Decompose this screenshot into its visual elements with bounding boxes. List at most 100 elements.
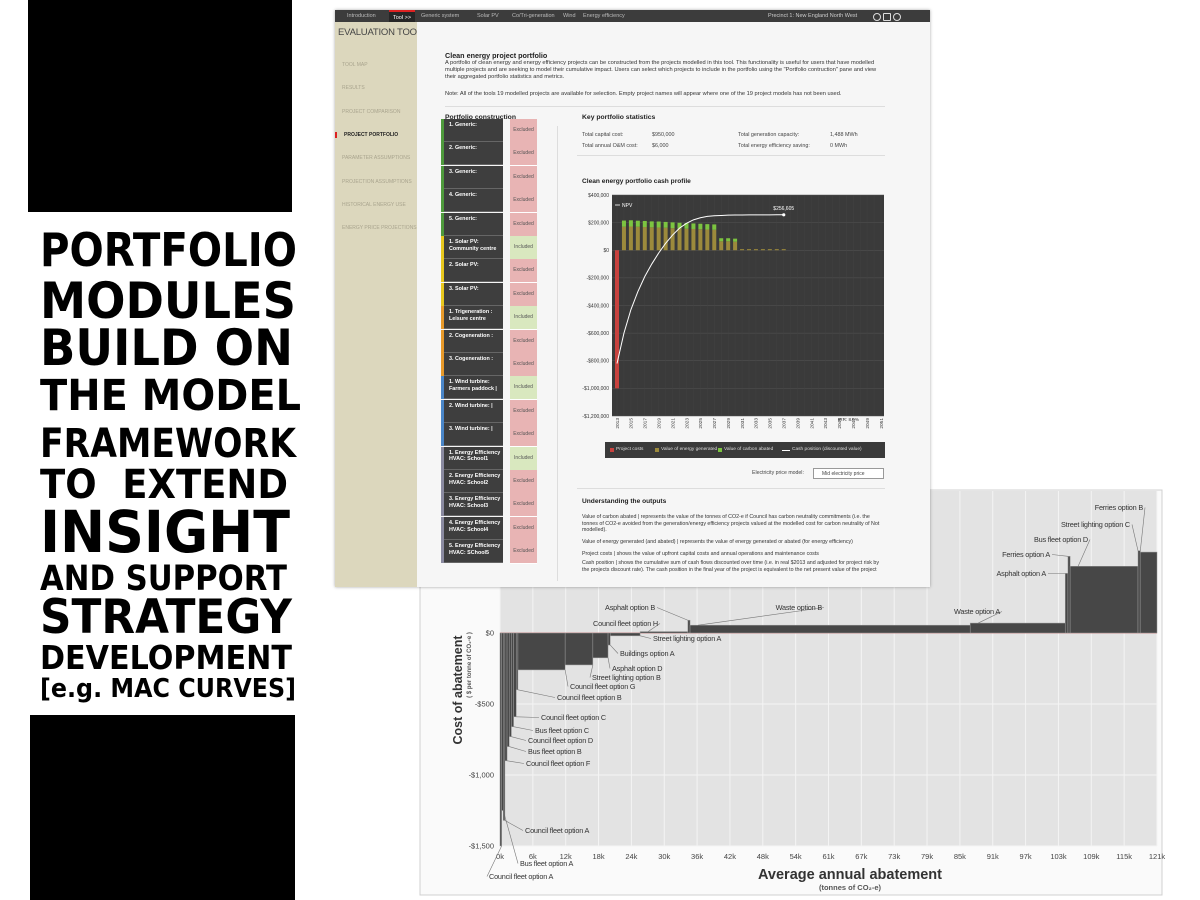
y-axis-subtitle: ( $ per tonne of CO₂-e ) <box>467 632 473 698</box>
x-tick-label: 48k <box>757 852 769 861</box>
project-status[interactable]: Excluded <box>510 516 537 541</box>
precinct-label: Precinct 1: New England North West <box>768 13 858 19</box>
nav-tab[interactable]: Wind <box>563 13 576 19</box>
project-status[interactable]: Excluded <box>510 142 537 167</box>
project-status[interactable]: Excluded <box>510 493 537 518</box>
price-model-label: Electricity price model: <box>752 470 804 476</box>
project-status[interactable]: Included <box>510 376 537 401</box>
sidebar-title: EVALUATION TOOL <box>338 27 422 38</box>
leader-line <box>647 623 661 632</box>
x-tick-label: 2039 <box>795 418 801 429</box>
y-tick-label: -$1,200,000 <box>582 414 609 420</box>
project-status[interactable]: Excluded <box>510 212 537 237</box>
bar-label: Ferries option B <box>1095 503 1144 512</box>
leader-line <box>1139 507 1146 553</box>
project-status[interactable]: Excluded <box>510 282 537 307</box>
project-status[interactable]: Excluded <box>510 259 537 284</box>
bar <box>635 226 640 251</box>
y-tick-label: -$600,000 <box>586 331 609 337</box>
bar-label: Council fleet option D <box>528 736 593 745</box>
heading: Clean energy project portfolio <box>445 51 548 60</box>
bar-label: Street lighting option B <box>592 673 661 682</box>
nav-tab-active[interactable]: Tool >> <box>389 10 416 22</box>
bar <box>649 227 654 251</box>
x-tick-label: 2027 <box>712 418 718 429</box>
bar <box>642 220 647 228</box>
y-axis-title: Cost of abatement <box>451 635 465 745</box>
x-tick-label: 2023 <box>684 418 690 429</box>
bar <box>656 227 661 251</box>
settings-icon[interactable] <box>893 13 901 21</box>
separator <box>445 106 885 107</box>
x-tick-label: 2037 <box>782 418 788 429</box>
stat-value: $950,000 <box>652 132 675 138</box>
leader-line <box>697 607 825 626</box>
intro-text: A portfolio of clean energy and energy e… <box>445 60 877 81</box>
project-status[interactable]: Excluded <box>510 540 537 565</box>
leader-line <box>509 746 527 752</box>
x-tick-label: 2049 <box>865 418 871 429</box>
sidebar-item[interactable]: HISTORICAL ENERGY USE <box>342 201 406 208</box>
output-text: Value of carbon abated | represents the … <box>582 514 880 534</box>
price-model-select[interactable]: Mid electricity price <box>813 468 884 479</box>
nav-tab[interactable]: Energy efficiency <box>583 13 625 19</box>
bar <box>504 632 508 762</box>
project-status[interactable]: Excluded <box>510 189 537 214</box>
project-name: 4. Generic: <box>444 189 503 213</box>
sidebar-item[interactable]: RESULTS <box>342 85 365 92</box>
project-name: 1. Wind turbine: Farmers paddock | <box>444 376 503 400</box>
project-name: 2. Solar PV: <box>444 259 503 283</box>
project-color <box>441 119 444 142</box>
leader-line <box>516 716 540 718</box>
x-tick-label: 2021 <box>670 418 676 429</box>
sidebar-item[interactable]: PARAMETER ASSUMPTIONS <box>342 155 411 162</box>
bar <box>691 223 696 229</box>
headline-line: STRATEGY <box>40 590 293 645</box>
project-status[interactable]: Excluded <box>510 423 537 448</box>
sidebar-item[interactable]: PROJECTION ASSUMPTIONS <box>342 178 412 185</box>
project-status[interactable]: Included <box>510 236 537 260</box>
bar-label: Council fleet option A <box>489 872 553 881</box>
bar-label: Buildings option A <box>620 649 675 658</box>
info-icon[interactable] <box>873 13 881 21</box>
y-tick-label: -$800,000 <box>586 359 609 365</box>
note-text: Note: All of the tools 19 modelled proje… <box>445 91 842 97</box>
project-status[interactable]: Excluded <box>510 399 537 424</box>
bar <box>592 632 609 659</box>
project-status[interactable]: Included <box>510 446 537 471</box>
calc-icon[interactable] <box>883 13 891 21</box>
nav-tab[interactable]: Solar PV <box>477 13 499 19</box>
headline-line: [e.g. MAC CURVES] <box>40 674 296 704</box>
leader-line <box>486 845 502 877</box>
stat-label: Total energy efficiency saving: <box>738 143 810 149</box>
project-name: 1. Solar PV: Community centre <box>444 236 503 259</box>
project-status[interactable]: Excluded <box>510 119 537 143</box>
x-tick-label: 12k <box>560 852 572 861</box>
sidebar-item[interactable]: PROJECT PORTFOLIO <box>335 131 417 139</box>
project-status[interactable]: Excluded <box>510 470 537 494</box>
nav-tab[interactable]: Introduction <box>347 13 376 19</box>
sidebar-item[interactable]: TOOL MAP <box>342 62 368 68</box>
bar <box>781 249 786 251</box>
section-title: Portfolio construction <box>445 114 516 121</box>
nav-tab[interactable]: Co/Tri-generation <box>512 13 555 19</box>
nav-tab[interactable]: Generic system <box>421 13 460 19</box>
bar <box>719 238 724 242</box>
leader-line <box>517 689 556 698</box>
bar <box>1067 556 1071 634</box>
x-tick-label: 18k <box>593 852 605 861</box>
x-tick-label: 2045 <box>837 418 843 429</box>
bar <box>649 221 654 228</box>
project-color <box>441 236 444 259</box>
project-status[interactable]: Included <box>510 306 537 331</box>
x-tick-label: 2017 <box>643 418 649 429</box>
bar <box>719 241 724 251</box>
project-status[interactable]: Excluded <box>510 353 537 377</box>
sidebar-item[interactable]: PROJECT COMPARISON <box>342 108 401 115</box>
black-block <box>28 0 292 212</box>
sidebar-item[interactable]: ENERGY PRICE PROJECTIONS <box>342 225 417 232</box>
project-status[interactable]: Excluded <box>510 329 537 354</box>
bar-label: Council fleet option G <box>570 682 636 691</box>
project-status[interactable]: Excluded <box>510 165 537 190</box>
legend-label: Project costs <box>616 447 644 452</box>
